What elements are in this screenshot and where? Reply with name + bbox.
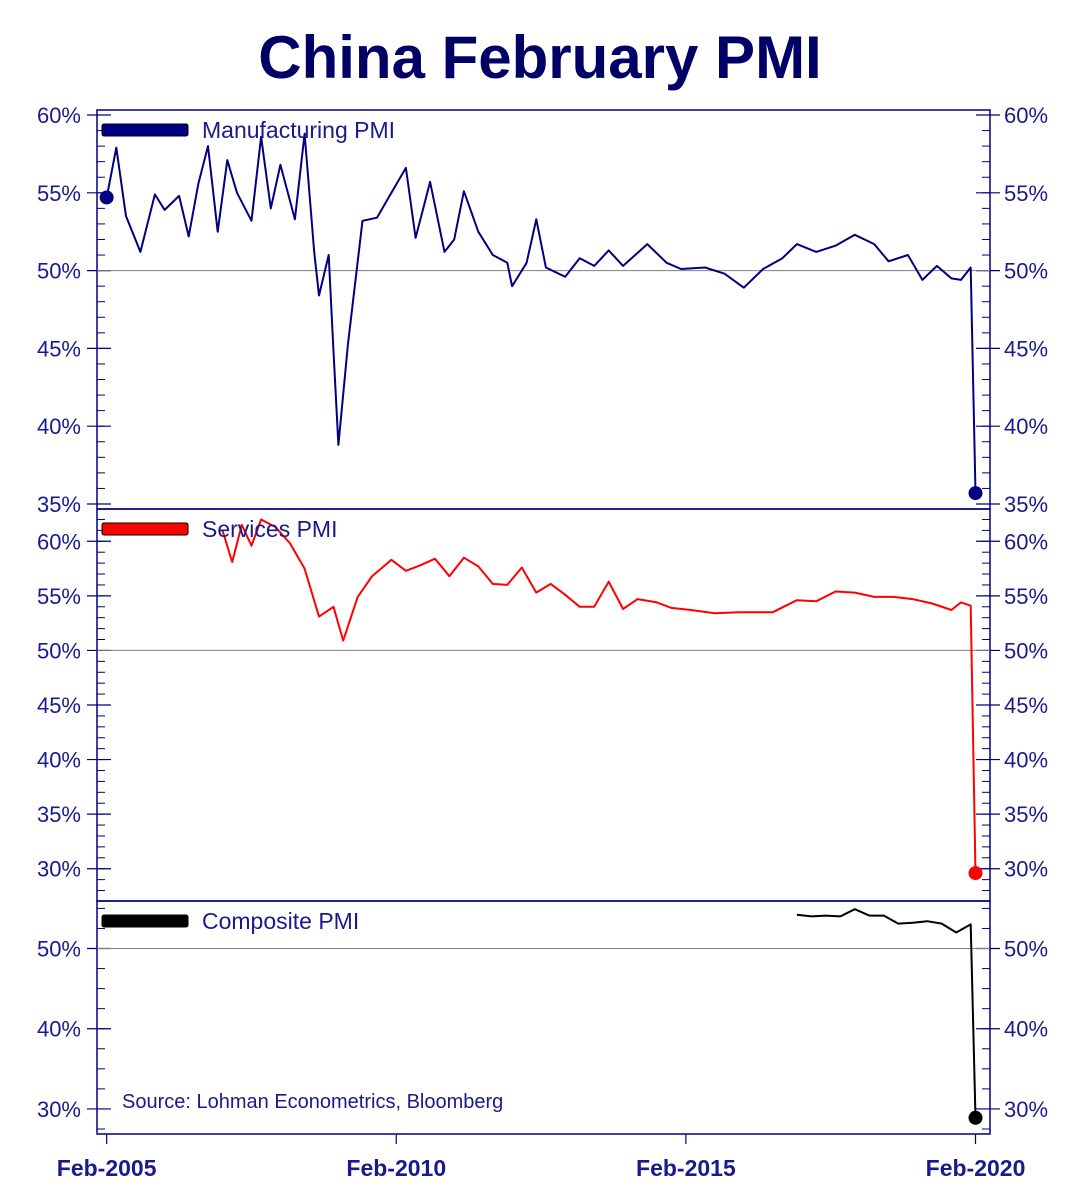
composite-pmi-y-tick-label-right: 50% bbox=[1004, 937, 1048, 962]
manufacturing-pmi-y-tick-label-left: 45% bbox=[37, 336, 81, 361]
services-pmi-line bbox=[221, 518, 977, 874]
manufacturing-pmi-y-tick-label-right: 40% bbox=[1004, 414, 1048, 439]
manufacturing-pmi-y-tick-label-right: 55% bbox=[1004, 181, 1048, 206]
manufacturing-pmi-y-tick-label-left: 55% bbox=[37, 181, 81, 206]
plot-area: 60% 60% 55% 55% 50% 50% 45% 45% 40% 40% 35% 35% Manu… bbox=[37, 103, 1048, 1144]
x-tick-label: Feb-2015 bbox=[636, 1155, 736, 1181]
manufacturing-pmi-y-tick-label-right: 50% bbox=[1004, 259, 1048, 284]
services-pmi-legend-swatch bbox=[101, 522, 189, 536]
manufacturing-pmi-line bbox=[105, 132, 977, 494]
services-pmi-y-tick-label-right: 40% bbox=[1004, 748, 1048, 773]
composite-pmi-y-tick-label-right: 30% bbox=[1004, 1097, 1048, 1122]
services-pmi-y-tick-label-left: 40% bbox=[37, 748, 81, 773]
composite-pmi-line bbox=[796, 908, 977, 1118]
services-pmi-y-tick-label-right: 30% bbox=[1004, 857, 1048, 882]
services-pmi-y-tick-label-right: 50% bbox=[1004, 638, 1048, 663]
x-tick-label: Feb-2010 bbox=[346, 1155, 446, 1181]
x-tick-label: Feb-2005 bbox=[57, 1155, 157, 1181]
services-pmi-y-tick-label-right: 55% bbox=[1004, 584, 1048, 609]
manufacturing-pmi-y-tick-label-left: 35% bbox=[37, 492, 81, 517]
manufacturing-pmi-marker bbox=[968, 486, 983, 501]
composite-pmi-y-tick-label-left: 50% bbox=[37, 937, 81, 962]
composite-pmi-y-tick-label-left: 40% bbox=[37, 1017, 81, 1042]
x-tick-label: Feb-2020 bbox=[926, 1155, 1026, 1181]
manufacturing-pmi-y-tick-label-right: 35% bbox=[1004, 492, 1048, 517]
source-note: Source: Lohman Econometrics, Bloomberg bbox=[122, 1091, 503, 1113]
services-pmi-y-tick-label-left: 50% bbox=[37, 638, 81, 663]
composite-pmi-legend-label: Composite PMI bbox=[202, 908, 359, 934]
manufacturing-pmi-y-tick-label-left: 50% bbox=[37, 259, 81, 284]
manufacturing-pmi-y-tick-label-right: 60% bbox=[1004, 103, 1048, 128]
manufacturing-pmi-marker bbox=[99, 190, 114, 205]
manufacturing-pmi-legend-label: Manufacturing PMI bbox=[202, 117, 395, 143]
manufacturing-pmi-y-tick-label-left: 60% bbox=[37, 103, 81, 128]
composite-pmi-frame bbox=[96, 900, 991, 1135]
x-axis-tick-labels: Feb-2005 Feb-2010 Feb-2015 Feb-2020 bbox=[57, 1155, 1026, 1181]
services-pmi-marker bbox=[968, 866, 983, 881]
services-pmi-y-tick-label-right: 45% bbox=[1004, 693, 1048, 718]
composite-pmi-y-tick-label-left: 30% bbox=[37, 1097, 81, 1122]
composite-pmi-marker bbox=[968, 1110, 983, 1125]
services-pmi-y-tick-label-right: 35% bbox=[1004, 802, 1048, 827]
composite-pmi-y-tick-label-right: 40% bbox=[1004, 1017, 1048, 1042]
services-pmi-y-tick-label-left: 35% bbox=[37, 802, 81, 827]
services-pmi-y-tick-label-left: 45% bbox=[37, 693, 81, 718]
services-pmi-y-tick-label-left: 30% bbox=[37, 857, 81, 882]
manufacturing-pmi-y-tick-label-left: 40% bbox=[37, 414, 81, 439]
services-pmi-legend-label: Services PMI bbox=[202, 516, 337, 542]
manufacturing-pmi-legend-swatch bbox=[101, 123, 189, 137]
services-pmi-frame bbox=[96, 508, 991, 902]
services-pmi-y-tick-label-left: 60% bbox=[37, 529, 81, 554]
services-pmi-y-tick-label-left: 55% bbox=[37, 584, 81, 609]
services-pmi-y-tick-label-right: 60% bbox=[1004, 529, 1048, 554]
chart-title: China February PMI bbox=[258, 24, 821, 91]
manufacturing-pmi-y-tick-label-right: 45% bbox=[1004, 336, 1048, 361]
composite-pmi-legend-swatch bbox=[101, 914, 189, 928]
